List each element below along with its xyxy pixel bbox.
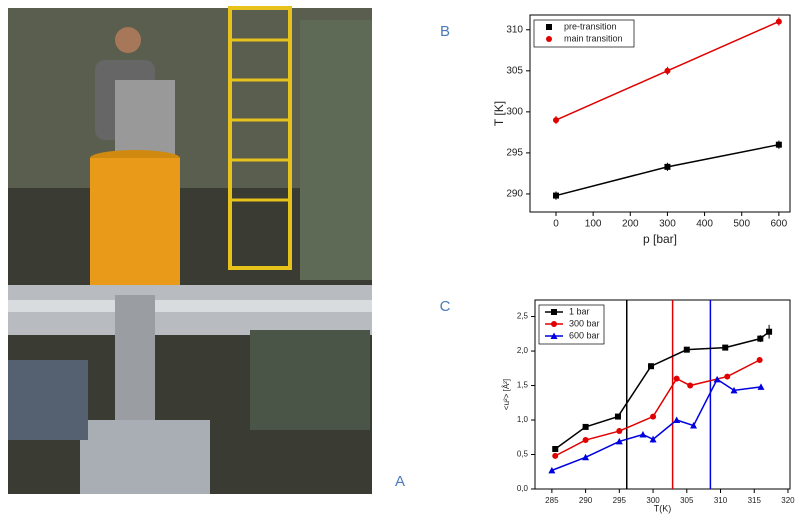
legend-box xyxy=(538,304,605,345)
plot-frame xyxy=(529,14,791,213)
marker xyxy=(673,375,680,382)
x-tick-label: 500 xyxy=(733,219,750,230)
legend-label: 600 bar xyxy=(569,330,600,340)
marker xyxy=(615,437,623,445)
series-line xyxy=(554,331,770,450)
x-tick-label: 200 xyxy=(622,219,639,230)
y-tick-label: 1,0 xyxy=(517,415,529,424)
marker xyxy=(553,192,559,199)
panel-label: B xyxy=(440,23,450,40)
marker xyxy=(664,67,671,74)
x-tick-label: 295 xyxy=(613,496,627,505)
marker xyxy=(673,416,681,424)
marker xyxy=(648,363,655,370)
marker xyxy=(552,445,559,452)
x-tick-label: 0 xyxy=(553,219,559,230)
x-tick-label: 290 xyxy=(579,496,593,505)
x-tick-label: 400 xyxy=(696,219,713,230)
marker xyxy=(730,386,738,394)
x-tick-label: 320 xyxy=(781,496,795,505)
y-tick-label: 1,5 xyxy=(517,381,529,390)
marker xyxy=(766,328,773,335)
marker xyxy=(757,383,765,390)
series-line xyxy=(551,378,762,472)
y-tick-label: 0,0 xyxy=(517,484,529,493)
x-tick-label: 600 xyxy=(771,219,788,230)
x-axis-label: p [bar] xyxy=(643,232,677,246)
marker xyxy=(553,117,559,124)
marker xyxy=(649,435,657,443)
legend-marker xyxy=(551,321,557,327)
y-axis-label: T [K] xyxy=(492,101,506,126)
legend-label: 1 bar xyxy=(569,306,590,316)
marker xyxy=(775,18,782,25)
legend-marker xyxy=(546,24,552,30)
x-axis-label: T(K) xyxy=(654,503,672,513)
y-tick-label: 0,5 xyxy=(517,450,529,459)
y-tick-label: 290 xyxy=(506,189,523,200)
x-tick-label: 300 xyxy=(659,219,676,230)
marker xyxy=(614,413,621,420)
marker xyxy=(639,431,647,438)
marker xyxy=(616,428,623,435)
legend-label: main transition xyxy=(564,33,623,43)
marker xyxy=(552,452,559,459)
legend-marker xyxy=(546,36,552,42)
legend-label: pre-transition xyxy=(564,21,617,31)
y-tick-label: 2,0 xyxy=(517,346,529,355)
y-tick-label: 2,5 xyxy=(517,312,529,321)
marker xyxy=(757,335,764,342)
panel-label: A xyxy=(395,473,405,490)
legend-box xyxy=(533,19,635,48)
y-tick-label: 310 xyxy=(506,24,523,35)
y-tick-label: 300 xyxy=(506,106,523,117)
marker xyxy=(724,373,731,380)
marker xyxy=(756,357,763,364)
legend-marker xyxy=(551,309,557,315)
y-tick-label: 305 xyxy=(506,65,523,76)
panel-label: C xyxy=(440,298,451,315)
y-tick-label: 295 xyxy=(506,148,523,159)
x-tick-label: 305 xyxy=(680,496,694,505)
marker xyxy=(722,344,729,351)
plot-frame xyxy=(534,299,791,490)
marker xyxy=(713,375,721,383)
marker xyxy=(650,413,657,420)
marker xyxy=(683,346,690,353)
y-axis-label: <u²> [Å²] xyxy=(502,379,511,410)
marker xyxy=(690,422,698,429)
x-tick-label: 310 xyxy=(714,496,728,505)
legend-label: 300 bar xyxy=(569,318,600,328)
photo xyxy=(8,6,372,494)
x-tick-label: 300 xyxy=(646,496,660,505)
marker xyxy=(582,437,589,444)
marker xyxy=(775,141,782,148)
x-tick-label: 285 xyxy=(545,496,559,505)
x-tick-label: 100 xyxy=(585,219,602,230)
legend-marker xyxy=(550,332,558,339)
marker xyxy=(664,163,671,170)
marker xyxy=(548,466,556,474)
marker xyxy=(687,382,694,389)
series-line xyxy=(554,359,760,457)
marker xyxy=(582,453,590,461)
marker xyxy=(582,423,589,430)
x-tick-label: 315 xyxy=(748,496,762,505)
